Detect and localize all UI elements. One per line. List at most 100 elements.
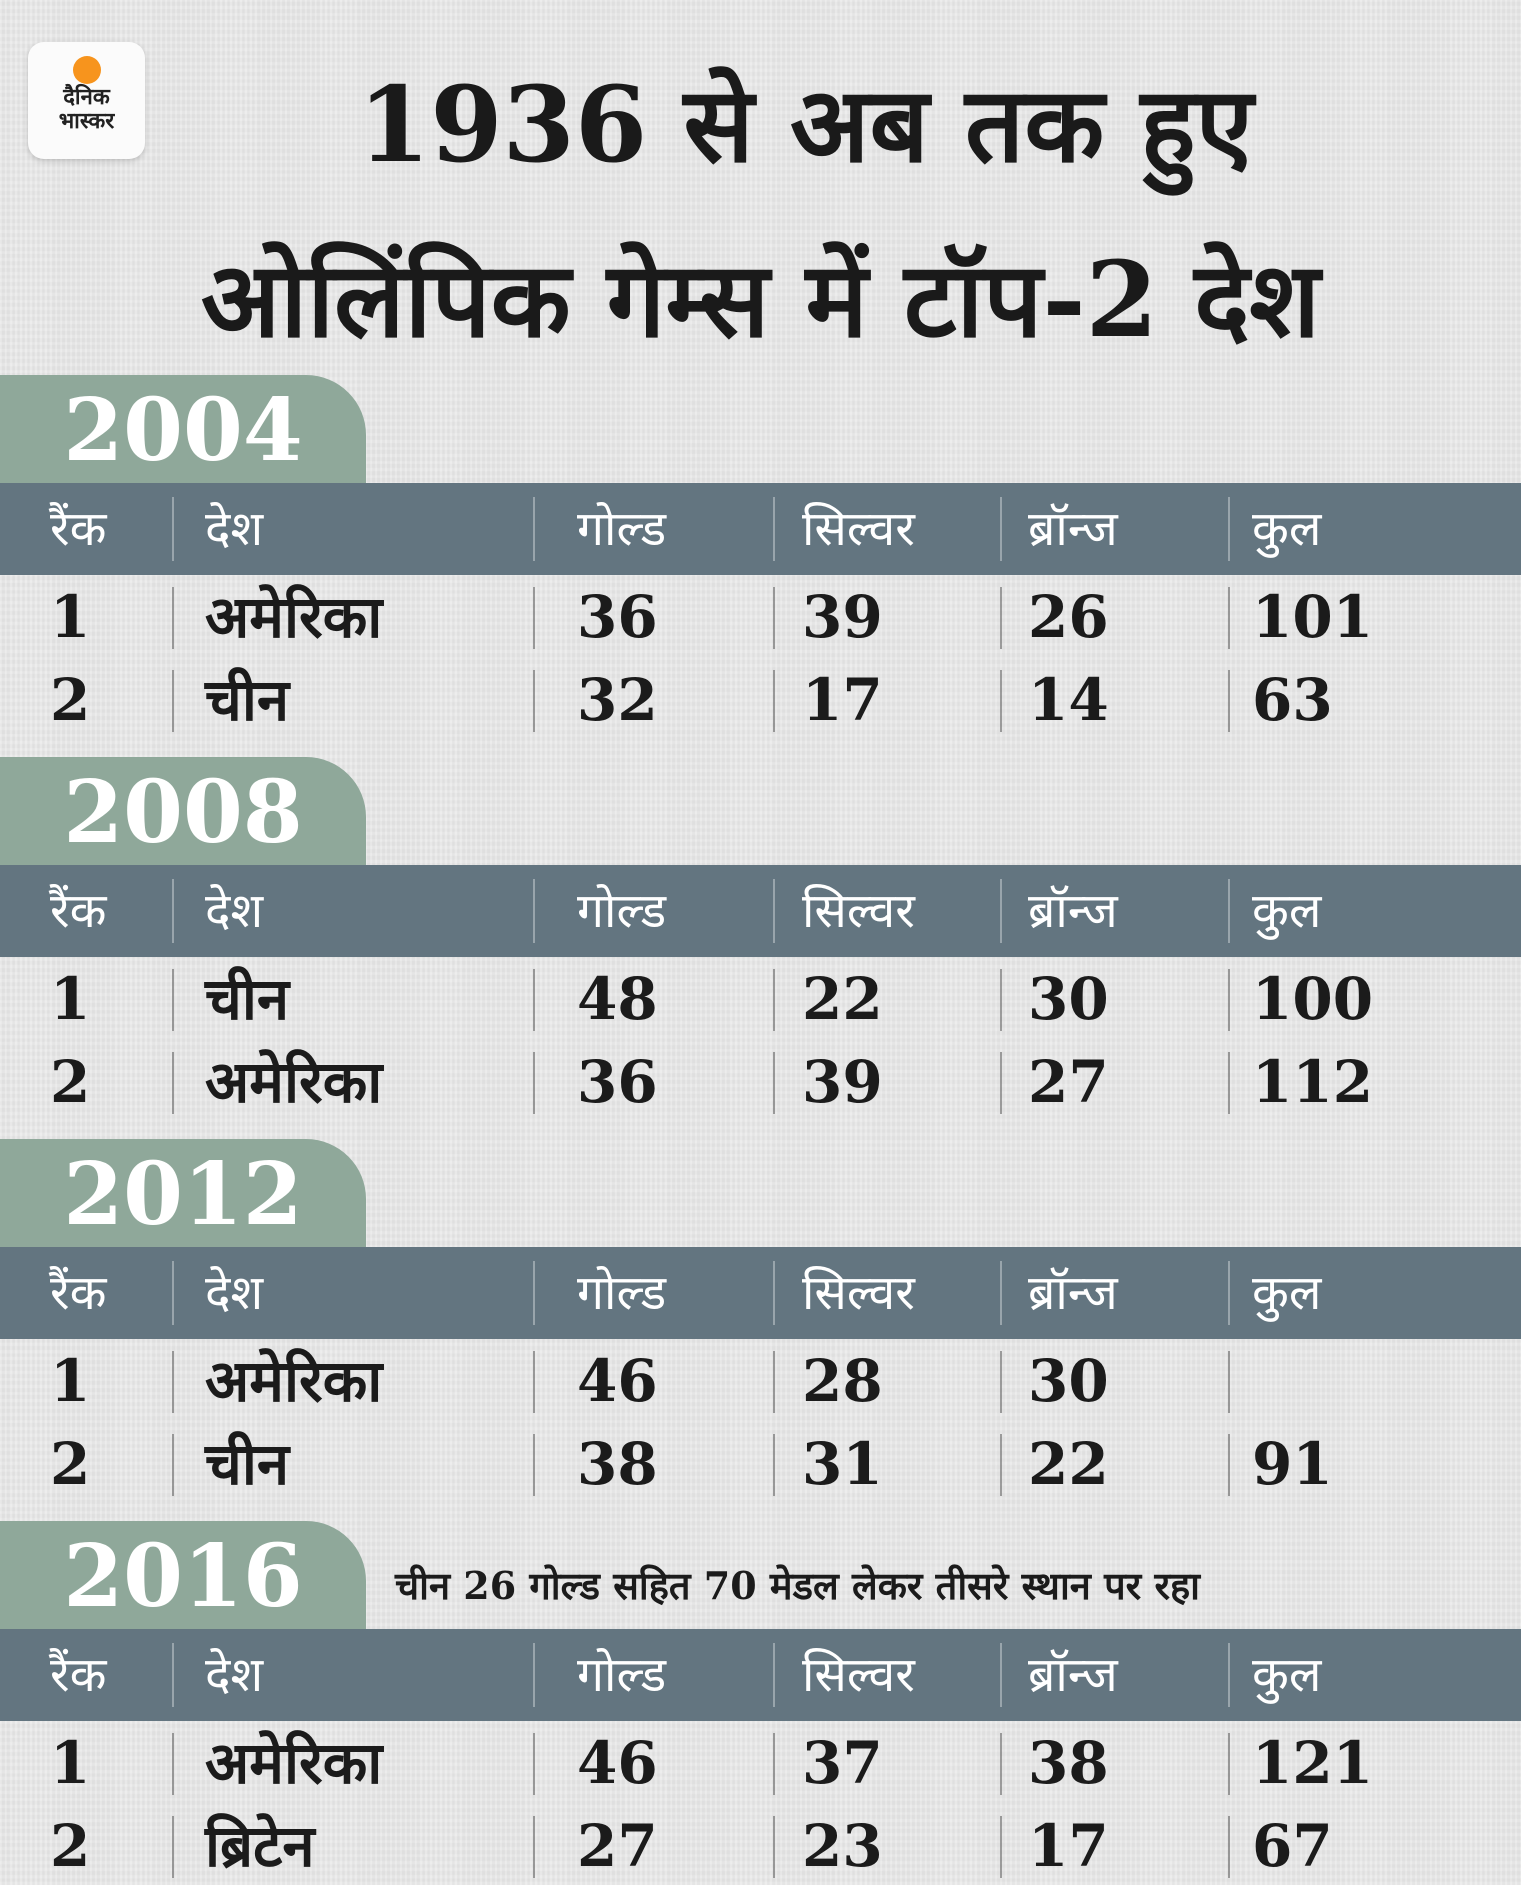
table-header: रैंक देश गोल्ड सिल्वर ब्रॉन्ज कुल: [0, 1629, 1521, 1721]
column-divider: [773, 1816, 775, 1878]
cell-rank: 2: [50, 1812, 91, 1880]
year-tab: 2016: [0, 1521, 366, 1631]
column-divider: [773, 1261, 775, 1325]
cell-total: 67: [1252, 1812, 1333, 1880]
table-row: 2 चीन 32 17 14 63: [0, 658, 1521, 742]
cell-gold: 46: [577, 1729, 658, 1797]
table-row: 2 ब्रिटेन 27 23 17 67: [0, 1804, 1521, 1885]
column-divider: [533, 587, 535, 649]
column-divider: [172, 1434, 174, 1496]
cell-rank: 1: [50, 965, 91, 1033]
table-row: 1 अमेरिका 36 39 26 101: [0, 575, 1521, 659]
cell-country: ब्रिटेन: [205, 1812, 315, 1880]
column-divider: [1228, 969, 1230, 1031]
cell-total: 100: [1252, 965, 1374, 1033]
cell-country: चीन: [205, 666, 290, 734]
column-divider: [773, 1643, 775, 1707]
cell-gold: 36: [577, 583, 658, 651]
column-divider: [773, 1733, 775, 1795]
column-divider: [172, 587, 174, 649]
column-divider: [533, 1052, 535, 1114]
logo-text-line2: भास्कर: [58, 109, 115, 134]
header-country: देश: [205, 1265, 264, 1321]
header-silver: सिल्वर: [802, 1265, 915, 1321]
column-divider: [1228, 1816, 1230, 1878]
cell-country: अमेरिका: [205, 1048, 383, 1116]
year-label: 2016: [63, 1526, 303, 1627]
cell-bronze: 27: [1028, 1048, 1109, 1116]
year-section-2012: 2012 रैंक देश गोल्ड सिल्वर ब्रॉन्ज कुल 1 अमेरिका…: [0, 1139, 1521, 1509]
cell-silver: 37: [802, 1729, 883, 1797]
header-total: कुल: [1252, 1647, 1322, 1703]
year-tab: 2012: [0, 1139, 366, 1249]
header-bronze: ब्रॉन्ज: [1028, 1647, 1118, 1703]
cell-bronze: 30: [1028, 965, 1109, 1033]
table-row: 2 अमेरिका 36 39 27 112: [0, 1040, 1521, 1124]
column-divider: [172, 1643, 174, 1707]
column-divider: [533, 1816, 535, 1878]
cell-silver: 39: [802, 1048, 883, 1116]
header-bronze: ब्रॉन्ज: [1028, 1265, 1118, 1321]
column-divider: [1000, 1052, 1002, 1114]
cell-total: 112: [1252, 1048, 1374, 1116]
cell-total: 121: [1252, 1729, 1374, 1797]
column-divider: [1000, 1351, 1002, 1413]
column-divider: [773, 969, 775, 1031]
column-divider: [1228, 1052, 1230, 1114]
column-divider: [172, 497, 174, 561]
table-row: 1 अमेरिका 46 28 30: [0, 1339, 1521, 1423]
cell-gold: 46: [577, 1347, 658, 1415]
sun-icon: [72, 56, 101, 84]
cell-rank: 2: [50, 666, 91, 734]
cell-total: 63: [1252, 666, 1333, 734]
column-divider: [1000, 1816, 1002, 1878]
headline-line2: ओलिंपिक गेम्स में टॉप-2 देश: [200, 238, 1321, 361]
cell-country: चीन: [205, 1430, 290, 1498]
column-divider: [773, 670, 775, 732]
header-gold: गोल्ड: [577, 1265, 667, 1321]
column-divider: [1228, 1434, 1230, 1496]
column-divider: [1000, 969, 1002, 1031]
column-divider: [1000, 1643, 1002, 1707]
table-row: 1 चीन 48 22 30 100: [0, 957, 1521, 1041]
column-divider: [1000, 1261, 1002, 1325]
cell-silver: 22: [802, 965, 883, 1033]
year-label: 2004: [63, 380, 303, 481]
column-divider: [533, 879, 535, 943]
header-total: कुल: [1252, 883, 1322, 939]
column-divider: [773, 1351, 775, 1413]
header-silver: सिल्वर: [802, 501, 915, 557]
header-gold: गोल्ड: [577, 883, 667, 939]
year-note: चीन 26 गोल्ड सहित 70 मेडल लेकर तीसरे स्थ…: [395, 1563, 1201, 1608]
column-divider: [1000, 587, 1002, 649]
column-divider: [1228, 1733, 1230, 1795]
column-divider: [1000, 1733, 1002, 1795]
headline-line1: 1936 से अब तक हुए: [357, 63, 1254, 186]
year-label: 2008: [63, 762, 303, 863]
header-bronze: ब्रॉन्ज: [1028, 501, 1118, 557]
header-gold: गोल्ड: [577, 1647, 667, 1703]
column-divider: [773, 879, 775, 943]
column-divider: [172, 1816, 174, 1878]
year-label: 2012: [63, 1144, 303, 1245]
column-divider: [1228, 1643, 1230, 1707]
cell-gold: 36: [577, 1048, 658, 1116]
column-divider: [1228, 1261, 1230, 1325]
cell-total: 101: [1252, 583, 1374, 651]
column-divider: [533, 1351, 535, 1413]
year-section-2008: 2008 रैंक देश गोल्ड सिल्वर ब्रॉन्ज कुल 1 चीन 48 22…: [0, 757, 1521, 1127]
cell-silver: 17: [802, 666, 883, 734]
cell-rank: 2: [50, 1048, 91, 1116]
cell-silver: 39: [802, 583, 883, 651]
header-gold: गोल्ड: [577, 501, 667, 557]
dainik-bhaskar-logo: दैनिक भास्कर: [28, 42, 145, 159]
column-divider: [533, 969, 535, 1031]
header-country: देश: [205, 1647, 264, 1703]
column-divider: [773, 1052, 775, 1114]
cell-gold: 27: [577, 1812, 658, 1880]
column-divider: [172, 1261, 174, 1325]
cell-silver: 28: [802, 1347, 883, 1415]
header-rank: रैंक: [50, 1647, 107, 1703]
table-row: 2 चीन 38 31 22 91: [0, 1422, 1521, 1506]
column-divider: [533, 497, 535, 561]
